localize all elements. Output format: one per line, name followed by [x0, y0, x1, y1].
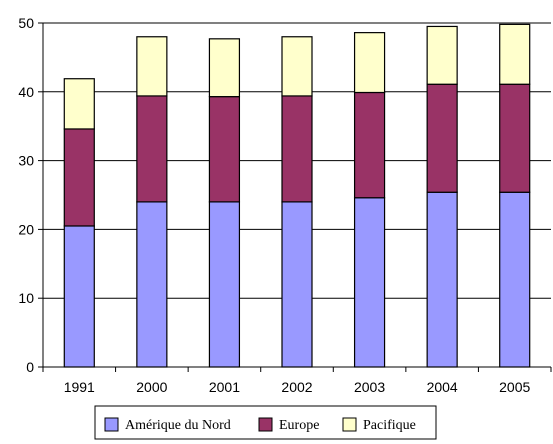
- bar-segment: [353, 197, 386, 368]
- y-tick-label: 30: [18, 153, 34, 169]
- x-tick-label: 2004: [427, 379, 458, 395]
- bar-segment: [136, 95, 168, 203]
- bar-segment: [426, 25, 458, 85]
- bar-segment: [426, 83, 458, 193]
- legend-label: Europe: [279, 418, 319, 433]
- bar-segment: [499, 83, 531, 193]
- y-tick-label: 10: [18, 290, 34, 306]
- legend-swatch: [258, 417, 273, 432]
- bar-segment: [499, 191, 531, 368]
- x-tick-label: 2000: [136, 379, 167, 395]
- bars: [63, 23, 531, 368]
- y-tick-label: 20: [18, 221, 34, 237]
- bar-segment: [63, 78, 95, 130]
- axes: [42, 23, 551, 368]
- bar-segment: [353, 91, 386, 199]
- legend-item: Amérique du Nord: [104, 417, 231, 433]
- bar-segment: [63, 128, 95, 227]
- bar-segment: [281, 36, 313, 97]
- legend-item: Pacifique: [342, 417, 416, 433]
- bar-segment: [353, 32, 386, 94]
- y-tick-label: 40: [18, 84, 34, 100]
- x-tick-label: 1991: [64, 379, 95, 395]
- bar-segment: [281, 95, 313, 203]
- bar-segment: [208, 96, 241, 203]
- bar-segment: [63, 225, 95, 368]
- x-axis-ticks: 1991 2000 2001 2002 2003 2004 2005: [42, 367, 552, 395]
- bar-segment: [499, 23, 531, 85]
- bar-segment: [136, 36, 168, 97]
- legend-label: Pacifique: [363, 418, 416, 433]
- bar-segment: [208, 38, 241, 98]
- legend-label: Amérique du Nord: [125, 418, 231, 433]
- legend-swatch: [104, 417, 119, 432]
- x-tick-label: 2001: [209, 379, 240, 395]
- x-tick-label: 2003: [354, 379, 385, 395]
- bar-segment: [136, 201, 168, 368]
- bar-segment: [208, 201, 241, 368]
- x-tick-label: 2005: [499, 379, 530, 395]
- bar-segment: [281, 201, 313, 368]
- legend-items: Amérique du Nord Europe Pacifique: [104, 417, 416, 433]
- bar-segment: [426, 191, 458, 368]
- y-axis-ticks: 0 10 20 30 40 50: [18, 15, 43, 375]
- y-tick-label: 50: [18, 15, 34, 31]
- legend-swatch: [342, 417, 357, 432]
- legend: Amérique du Nord Europe Pacifique: [94, 405, 437, 440]
- x-tick-label: 2002: [281, 379, 312, 395]
- y-tick-label: 0: [26, 359, 34, 375]
- legend-item: Europe: [258, 417, 319, 433]
